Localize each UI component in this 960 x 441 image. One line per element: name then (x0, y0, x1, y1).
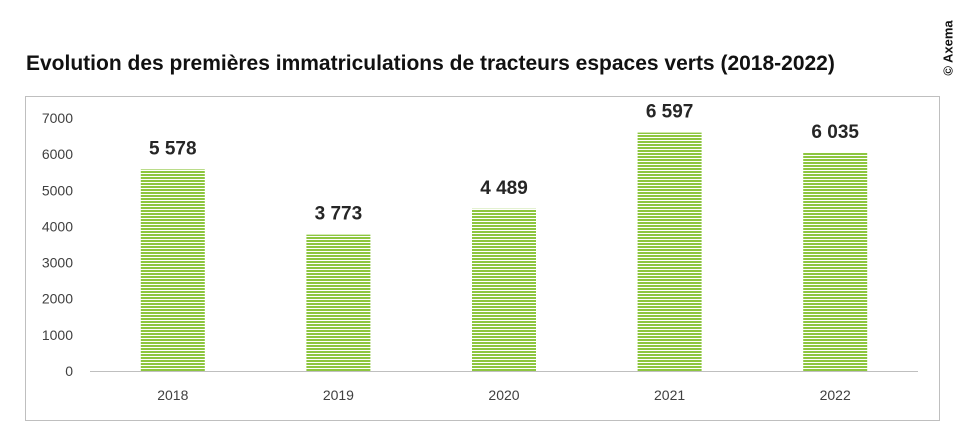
data-label-2018: 5 578 (149, 138, 197, 159)
bar-2021 (637, 132, 702, 371)
y-tick-label: 4000 (42, 218, 73, 234)
y-tick-label: 7000 (42, 110, 73, 126)
data-label-2021: 6 597 (646, 102, 694, 123)
x-tick-label-2018: 2018 (157, 387, 188, 403)
bar-2020 (472, 208, 536, 371)
bar-2019 (306, 234, 371, 371)
y-tick-label: 1000 (42, 327, 73, 343)
y-axis: 0 1000 2000 3000 4000 5000 6000 7000 (42, 110, 73, 379)
data-label-2022: 6 035 (811, 122, 859, 143)
bar-2022 (803, 152, 868, 371)
x-axis: 2018 2019 2020 2021 2022 (90, 371, 918, 403)
y-tick-label: 3000 (42, 255, 73, 271)
data-label-2019: 3 773 (315, 204, 363, 225)
x-tick-label-2022: 2022 (820, 387, 851, 403)
y-tick-label: 0 (65, 363, 73, 379)
bar-2018 (140, 169, 205, 371)
data-label-2020: 4 489 (480, 178, 528, 199)
x-tick-label-2020: 2020 (488, 387, 519, 403)
bars: 5 578 3 773 4 489 6 597 6 035 (140, 102, 868, 371)
y-tick-label: 2000 (42, 291, 73, 307)
x-tick-label-2021: 2021 (654, 387, 685, 403)
x-tick-label-2019: 2019 (323, 387, 354, 403)
chart-title: Evolution des premières immatriculations… (26, 52, 835, 75)
y-tick-label: 5000 (42, 182, 73, 198)
y-tick-label: 6000 (42, 146, 73, 162)
